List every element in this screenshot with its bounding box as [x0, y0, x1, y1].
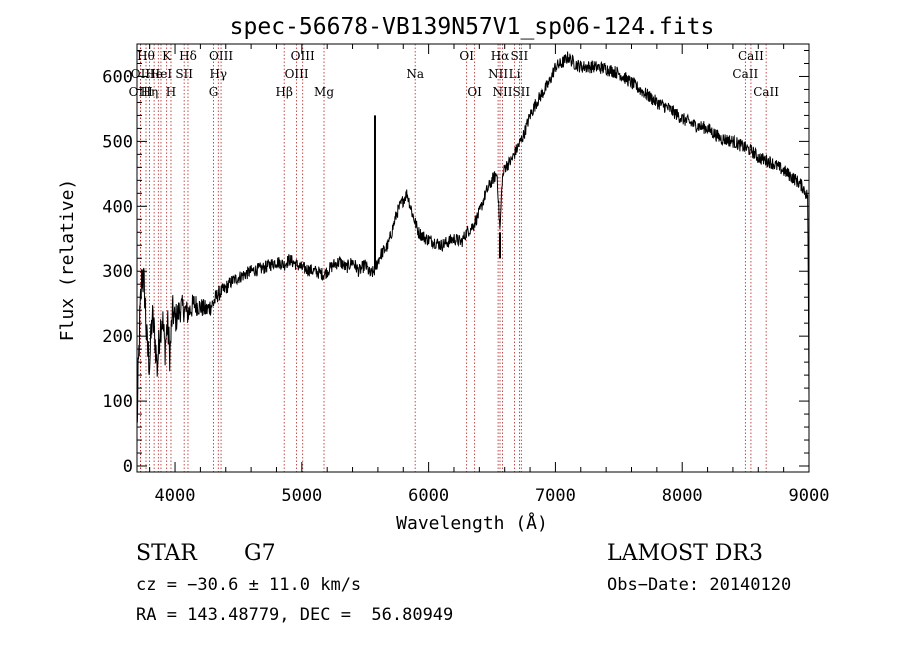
x-tick-label: 7000: [535, 486, 576, 506]
x-axis-label: Wavelength (Å): [396, 512, 548, 534]
line-label: NII: [488, 67, 508, 81]
x-tick-label: 8000: [662, 486, 703, 506]
line-label: OIII: [129, 85, 153, 99]
x-axis-ticks: 4000 5000 6000 7000 8000 9000: [149, 44, 830, 506]
spectrum-line: [136, 51, 810, 423]
line-label: Na: [406, 67, 424, 81]
line-label: He: [145, 67, 163, 81]
line-label: H: [166, 85, 176, 99]
line-label: G: [209, 85, 219, 99]
y-tick-label: 500: [102, 132, 133, 152]
obs-date: Obs−Date: 20140120: [607, 575, 791, 595]
y-tick-label: 100: [102, 392, 133, 412]
coordinates: RA = 143.48779, DEC = 56.80949: [136, 605, 453, 625]
y-tick-label: 300: [102, 262, 133, 282]
line-label: OIII: [285, 67, 309, 81]
line-label: CaII: [753, 85, 779, 99]
redshift-value: cz = −30.6 ± 11.0 km/s: [136, 575, 361, 595]
line-label: CaII: [738, 49, 764, 63]
object-subclass: G7: [244, 541, 276, 566]
y-tick-label: 0: [123, 457, 133, 477]
line-label: Hθ: [137, 49, 155, 63]
plot-frame: [136, 43, 810, 473]
line-label: OIII: [291, 49, 315, 63]
line-label: CaII: [732, 67, 758, 81]
line-label: SII: [511, 49, 529, 63]
y-tick-label: 400: [102, 197, 133, 217]
line-label: Hγ: [209, 67, 227, 81]
line-label: OI: [459, 49, 474, 63]
object-class: STAR: [136, 541, 198, 566]
chart-title: spec-56678-VB139N57V1_sp06-124.fits: [230, 14, 715, 40]
line-label: Hδ: [179, 49, 197, 63]
line-label: SII: [512, 85, 530, 99]
y-tick-label: 600: [102, 67, 133, 87]
y-axis-label: Flux (relative): [57, 179, 78, 342]
line-label: OI: [467, 85, 482, 99]
spectrum-spikes: [373, 115, 502, 269]
line-label: NII: [493, 85, 513, 99]
line-label: Mg: [314, 85, 334, 99]
y-tick-label: 200: [102, 327, 133, 347]
line-label: HeI: [150, 67, 173, 81]
line-label: Hβ: [276, 85, 293, 99]
x-tick-label: 6000: [408, 486, 449, 506]
x-tick-label: 5000: [281, 486, 322, 506]
survey-name: LAMOST DR3: [607, 541, 763, 566]
line-label: Hη: [141, 85, 159, 99]
line-label: SII: [175, 67, 193, 81]
line-label: K: [162, 49, 172, 63]
line-label: OIII: [209, 49, 233, 63]
line-label: OII: [131, 67, 151, 81]
line-label: Hα: [491, 49, 510, 63]
emission-line-markers: [140, 44, 767, 472]
x-tick-label: 9000: [789, 486, 830, 506]
x-tick-label: 4000: [155, 486, 196, 506]
y-axis-ticks: 0 100 200 300 400 500 600: [102, 49, 809, 477]
line-label: Li: [509, 67, 521, 81]
